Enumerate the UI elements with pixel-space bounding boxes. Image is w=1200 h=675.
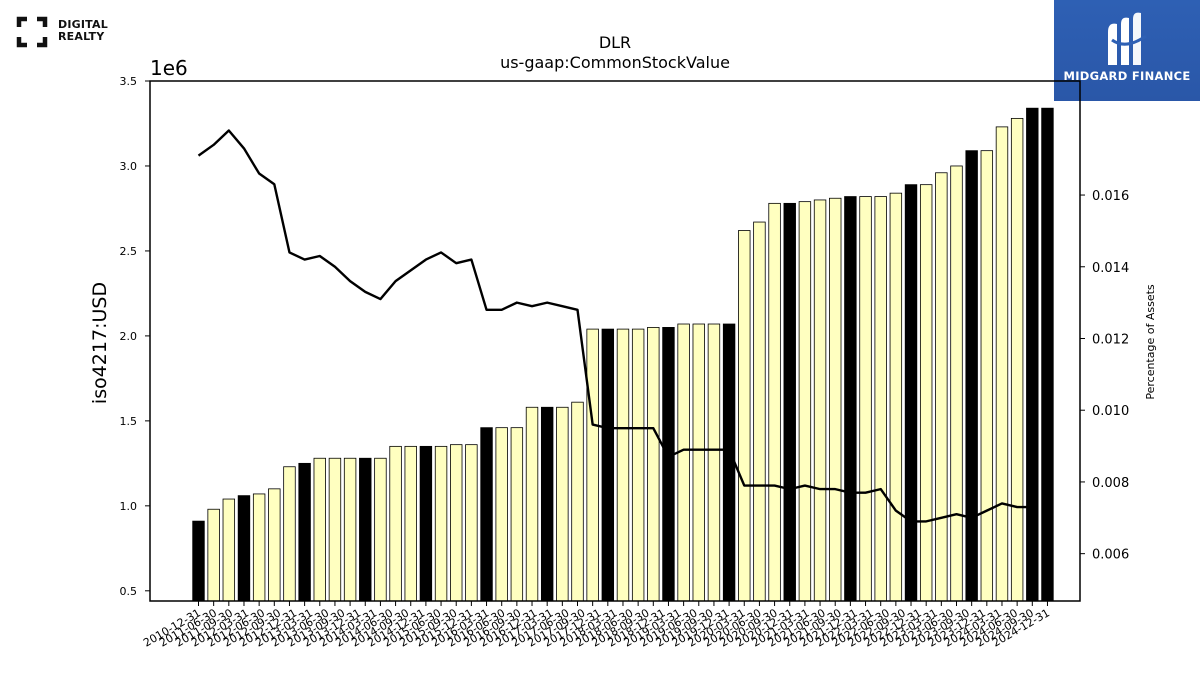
x-axis: 2010-12-312011-06-302011-09-302012-03-31… xyxy=(141,601,1052,650)
bar-quarter xyxy=(1010,117,1024,602)
plot-frame xyxy=(149,80,1081,602)
bar-quarter xyxy=(222,498,236,602)
bar-quarter xyxy=(738,230,751,602)
y-tick-label: 3.0 xyxy=(120,160,138,173)
bar-quarter xyxy=(798,201,812,602)
y-axis-label: iso4217:USD xyxy=(89,282,111,404)
bar-series xyxy=(192,107,1054,602)
bar-quarter xyxy=(328,457,342,602)
bar-quarter xyxy=(616,328,630,602)
bar-quarter xyxy=(586,328,599,602)
bar-quarter xyxy=(768,202,781,602)
digital-realty-logo: DIGITAL REALTY xyxy=(14,14,124,54)
bar-quarter xyxy=(829,197,842,602)
y-tick-label: 2.5 xyxy=(120,245,138,258)
y-tick-label: 1.0 xyxy=(120,500,138,513)
digital-realty-mark-icon xyxy=(16,16,48,48)
y-tick-label: 2.0 xyxy=(120,330,138,343)
bar-annual xyxy=(965,150,978,602)
bar-quarter xyxy=(889,192,903,602)
midgard-finance-logo: MIDGARD FINANCE xyxy=(1054,0,1200,101)
bar-annual xyxy=(844,196,857,602)
chart-title: DLR xyxy=(599,33,631,52)
bar-quarter xyxy=(859,196,872,602)
percentage-line xyxy=(197,129,1033,523)
bar-quarter xyxy=(495,427,508,602)
bar-annual xyxy=(1041,107,1054,602)
bar-quarter xyxy=(556,406,569,602)
bar-quarter xyxy=(935,172,948,602)
bar-quarter xyxy=(268,488,281,602)
bar-quarter xyxy=(677,323,690,602)
bar-quarter xyxy=(343,457,357,602)
bar-annual xyxy=(601,328,615,602)
bar-quarter xyxy=(980,150,994,602)
bar-annual xyxy=(1026,107,1039,602)
bar-quarter xyxy=(647,327,660,602)
y2-tick-label: 0.016 xyxy=(1092,189,1129,204)
y2-axis-label: Percentage of Assets xyxy=(1144,284,1157,400)
y-offset-label: 1e6 xyxy=(150,56,188,80)
bar-annual xyxy=(419,445,433,602)
line-series xyxy=(197,129,1033,523)
y2-tick-label: 0.006 xyxy=(1092,548,1129,563)
bar-annual xyxy=(722,323,736,602)
bar-annual xyxy=(783,202,796,602)
y-tick-label: 1.5 xyxy=(120,415,138,428)
chart-subtitle: us-gaap:CommonStockValue xyxy=(500,53,730,72)
bar-quarter xyxy=(631,328,645,602)
bar-quarter xyxy=(950,165,963,602)
bar-quarter xyxy=(692,323,705,602)
bar-quarter xyxy=(813,199,827,602)
bar-annual xyxy=(359,457,372,602)
y-tick-label: 0.5 xyxy=(120,585,138,598)
bar-quarter xyxy=(995,126,1009,602)
bar-quarter xyxy=(465,444,478,602)
y2-tick-label: 0.008 xyxy=(1092,476,1129,491)
bar-quarter xyxy=(283,466,296,602)
bar-annual xyxy=(662,327,675,602)
bar-quarter xyxy=(510,427,524,602)
bar-quarter xyxy=(707,323,721,602)
y2-tick-label: 0.012 xyxy=(1092,332,1129,347)
y2-tick-label: 0.014 xyxy=(1092,261,1129,276)
bar-quarter xyxy=(525,406,539,602)
bar-quarter xyxy=(374,457,387,602)
y-axis: 0.5 1.0 1.5 2.0 2.5 3.0 3.5 xyxy=(120,75,150,598)
bar-quarter xyxy=(389,445,402,602)
digital-realty-wordmark: DIGITAL REALTY xyxy=(58,18,108,43)
midgard-wordmark: MIDGARD FINANCE xyxy=(1063,69,1191,83)
bar-annual xyxy=(480,427,493,602)
bar-quarter xyxy=(404,445,417,602)
bar-quarter xyxy=(571,401,584,602)
midgard-emblem-icon xyxy=(1108,12,1147,66)
bar-quarter xyxy=(874,196,887,602)
bar-annual xyxy=(540,406,554,602)
bar-quarter xyxy=(450,444,463,602)
bar-annual xyxy=(192,520,205,602)
bar-annual xyxy=(298,462,311,602)
bar-quarter xyxy=(753,221,766,602)
y-tick-label: 3.5 xyxy=(120,75,138,88)
bar-quarter xyxy=(434,445,448,602)
bar-quarter xyxy=(207,508,220,602)
bar-quarter xyxy=(252,493,266,602)
y2-tick-label: 0.010 xyxy=(1092,404,1129,419)
y2-axis: 0.006 0.008 0.010 0.012 0.014 0.016 xyxy=(1080,189,1129,563)
bar-quarter xyxy=(313,457,326,602)
bar-annual xyxy=(904,184,918,602)
bar-quarter xyxy=(919,184,933,602)
bar-annual xyxy=(237,495,251,602)
